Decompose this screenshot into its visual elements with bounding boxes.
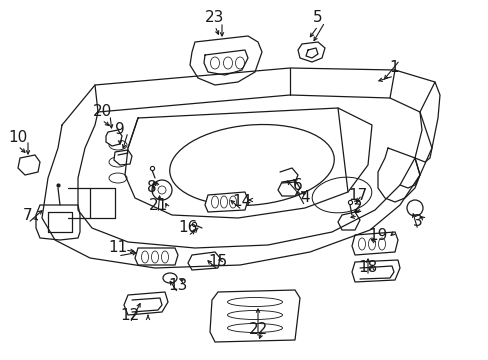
Text: 9: 9 [115,122,124,138]
Polygon shape [209,290,299,342]
Text: 22: 22 [248,323,267,338]
Text: 4: 4 [300,190,309,206]
Text: 11: 11 [108,240,127,256]
Polygon shape [114,150,132,165]
Text: 13: 13 [168,278,187,292]
Text: 18: 18 [358,261,377,275]
Text: 17: 17 [347,188,367,202]
Text: 12: 12 [120,307,140,323]
Polygon shape [204,192,247,212]
Text: 8: 8 [147,180,157,195]
Polygon shape [18,155,40,175]
Polygon shape [278,180,299,196]
Polygon shape [351,260,399,282]
Text: 3: 3 [412,215,422,230]
Polygon shape [106,130,122,146]
Polygon shape [337,212,359,230]
Text: 1: 1 [388,60,398,76]
Polygon shape [36,205,80,240]
Polygon shape [351,232,397,255]
Text: 15: 15 [208,255,227,270]
Polygon shape [187,252,220,270]
Text: 10: 10 [8,130,27,145]
Text: 19: 19 [367,228,387,243]
Polygon shape [190,36,262,85]
Text: 2: 2 [352,201,362,216]
Text: 16: 16 [178,220,197,235]
Text: 21: 21 [148,198,167,212]
Polygon shape [124,292,168,315]
Text: 5: 5 [312,10,322,26]
Text: 6: 6 [292,177,302,193]
Polygon shape [297,42,325,62]
Polygon shape [135,248,178,265]
Text: 7: 7 [23,207,33,222]
Text: 20: 20 [92,104,111,120]
Text: 23: 23 [205,10,224,26]
Text: 14: 14 [232,194,251,210]
